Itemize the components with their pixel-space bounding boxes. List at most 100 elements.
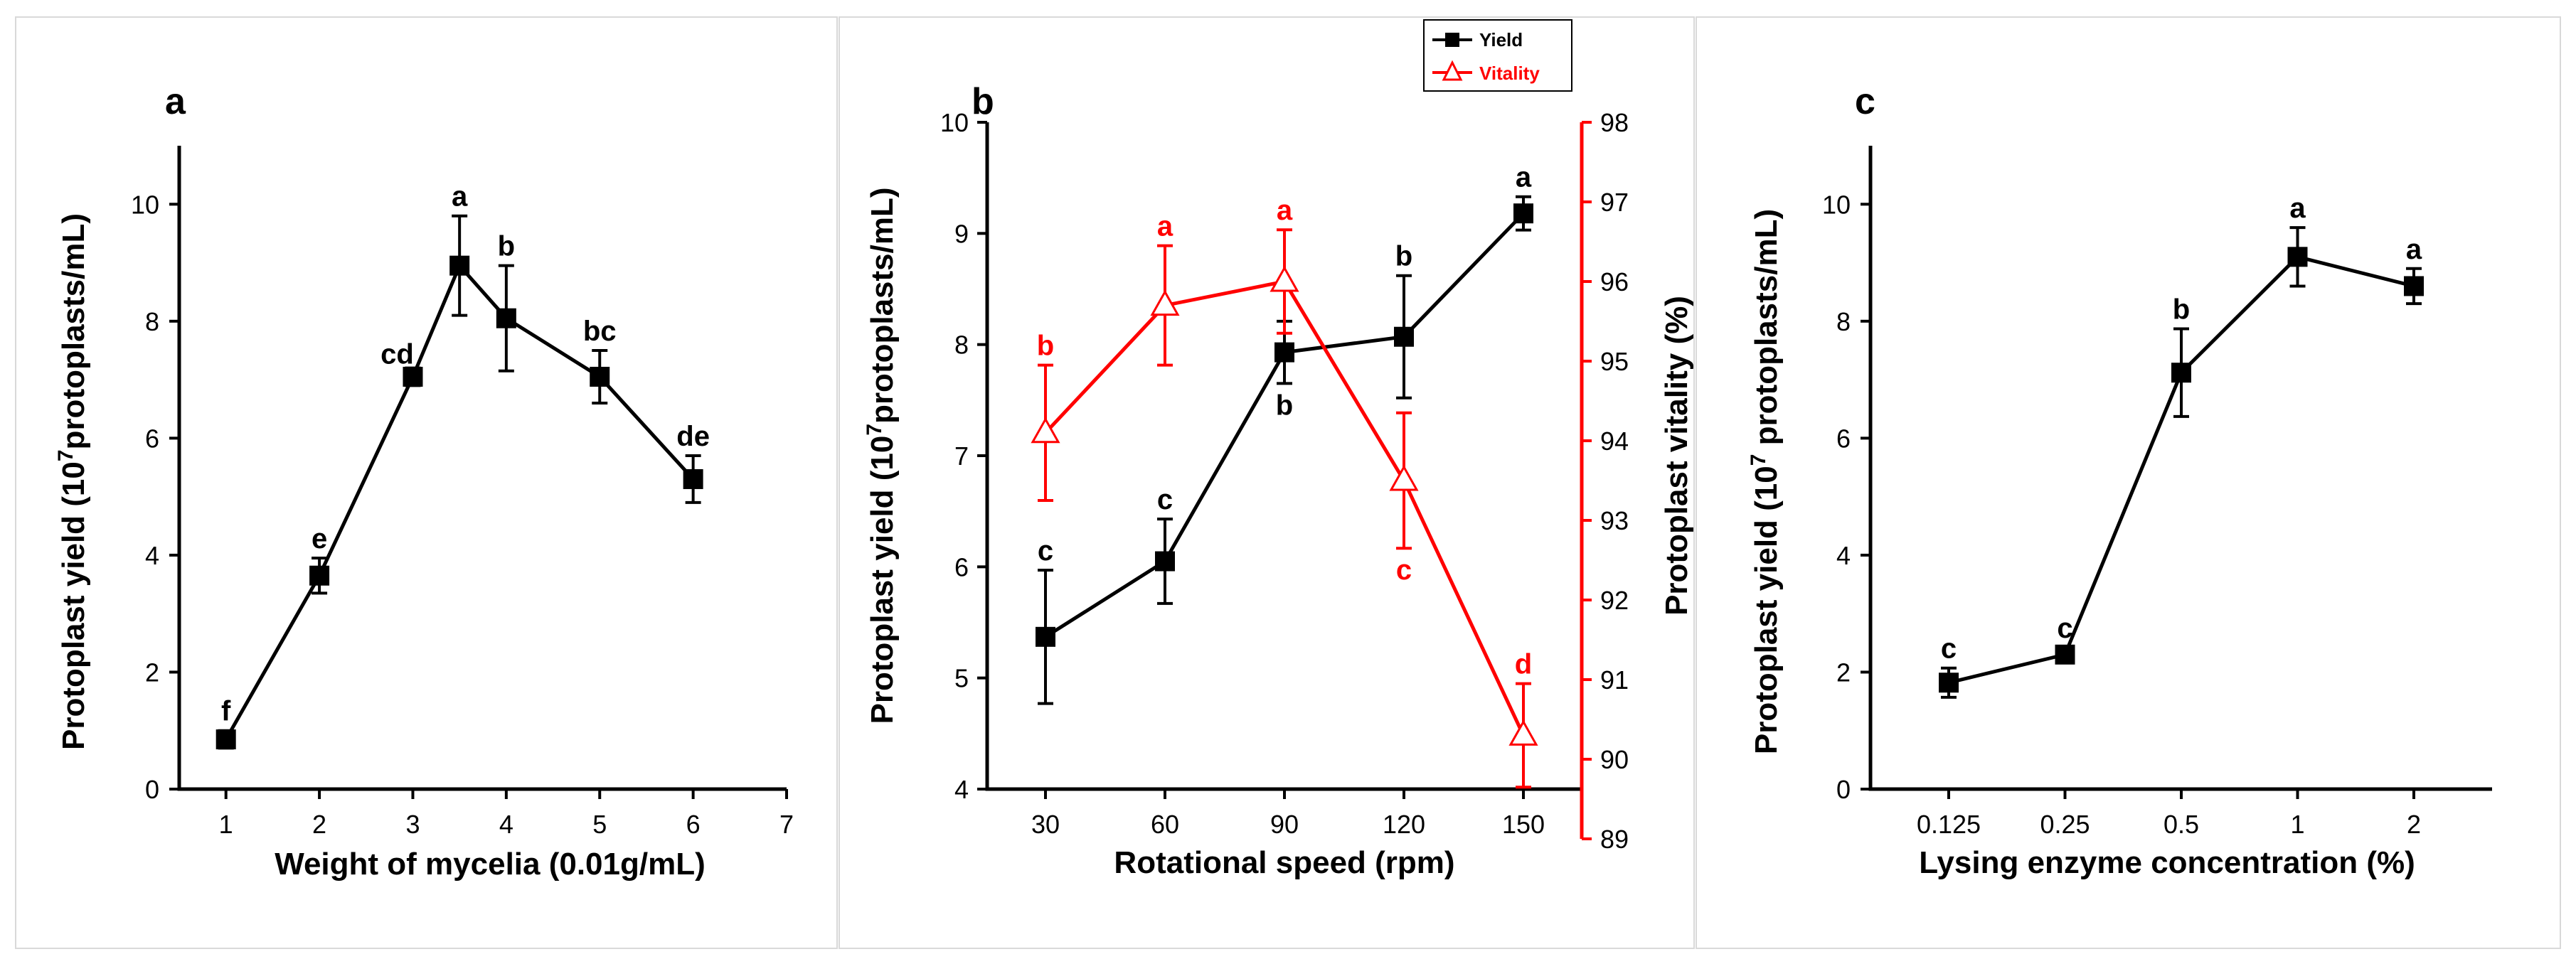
panel-a-ytick-label-0: 0 bbox=[145, 775, 159, 804]
panel-b-vitality-point-1 bbox=[1031, 417, 1060, 444]
panel-a-yield-point-7 bbox=[683, 468, 703, 489]
panel-a-yield-line bbox=[224, 262, 695, 741]
panel-c-yield-sig-label-2: c bbox=[2057, 613, 2072, 644]
panel-a-ylabel-exponent: 7 bbox=[54, 449, 78, 461]
panel-b-vitality-sig-label-1: b bbox=[1037, 331, 1054, 362]
panel-c-ylabel-main: Protoplast yield (10 bbox=[1749, 466, 1784, 754]
panel-b-vitality-point-4 bbox=[1389, 464, 1419, 491]
panel-b-y2tick-label-94: 94 bbox=[1600, 427, 1629, 456]
panel-c-yield-sig-label-1: c bbox=[1941, 633, 1957, 665]
panel-b-ytick-label-4: 4 bbox=[954, 775, 969, 804]
panel-a-yield-point-3 bbox=[403, 366, 423, 387]
panel-b-ylabel-unit: protoplasts/mL) bbox=[865, 187, 900, 423]
panel-a-xtick-label-3: 3 bbox=[405, 810, 420, 839]
panel-b-y2tick-label-90: 90 bbox=[1600, 745, 1629, 774]
panel-b-yield-sig-label-2: c bbox=[1157, 484, 1173, 515]
panel-b-frame bbox=[839, 16, 1695, 949]
panel-b-vitality-sig-label-4: c bbox=[1396, 554, 1412, 586]
panel-b-y2tick-label-95: 95 bbox=[1600, 347, 1629, 376]
panel-a-frame bbox=[15, 16, 838, 949]
panel-b-legend: Yield Vitality bbox=[1423, 19, 1572, 92]
panel-a-xtick-label-2: 2 bbox=[312, 810, 326, 839]
panel-b-xtick-label-120: 120 bbox=[1383, 810, 1425, 839]
panel-a-yield-sig-label-2: e bbox=[312, 523, 327, 554]
panel-b-yield-sig-label-1: c bbox=[1038, 535, 1053, 567]
panel-b-vitality-sig-label-5: d bbox=[1515, 649, 1532, 680]
panel-b-ytick-label-8: 8 bbox=[954, 331, 969, 360]
panel-b-vitality-point-5 bbox=[1508, 719, 1538, 746]
panel-b-vitality-point-2 bbox=[1150, 289, 1180, 316]
panel-b-vitality-point-3 bbox=[1270, 265, 1299, 292]
panel-b-vitality-sig-label-3: a bbox=[1277, 195, 1293, 226]
panel-a-ylabel: Protoplast yield (107protoplasts/mL) bbox=[54, 213, 92, 750]
panel-b-ytick-label-9: 9 bbox=[954, 219, 969, 248]
panel-a-ytick-label-6: 6 bbox=[145, 424, 159, 453]
panel-c-ytick-label-8: 8 bbox=[1836, 307, 1851, 336]
panel-a-xtick-label-4: 4 bbox=[499, 810, 513, 839]
panel-b-yield-point-1 bbox=[1036, 626, 1055, 647]
panel-b-ylabel-exponent: 7 bbox=[863, 424, 886, 436]
panel-a-yield-sig-label-7: de bbox=[676, 421, 710, 452]
panel-b-y2tick-label-89: 89 bbox=[1600, 825, 1629, 854]
panel-c-yield-point-1 bbox=[1939, 673, 1959, 693]
panel-b-y2label: Protoplast vitality (%) bbox=[1659, 296, 1694, 616]
panel-b-y2tick-label-93: 93 bbox=[1600, 506, 1629, 535]
panel-a-yield-sig-label-5: b bbox=[498, 231, 515, 262]
panel-a-yield-sig-label-3: cd bbox=[380, 339, 414, 370]
panel-b-ytick-label-7: 7 bbox=[954, 441, 969, 471]
panel-c-ytick-label-2: 2 bbox=[1836, 658, 1851, 687]
panel-b-ylabel-main: Protoplast yield (10 bbox=[865, 436, 900, 724]
panel-c-yield-point-3 bbox=[2171, 363, 2191, 383]
panel-b-yield-sig-label-3: b bbox=[1276, 390, 1293, 421]
panel-b-y2tick-label-96: 96 bbox=[1600, 267, 1629, 296]
panel-c-axes bbox=[1868, 146, 2492, 791]
panel-c-yield-sig-label-3: b bbox=[2173, 294, 2190, 326]
panel-a-ytick-label-2: 2 bbox=[145, 658, 159, 687]
panel-a-axes bbox=[177, 146, 787, 791]
panel-b-legend-vitality-marker bbox=[1442, 60, 1463, 81]
panel-b-y2tick-label-91: 91 bbox=[1600, 665, 1629, 695]
panel-c-yield-point-4 bbox=[2287, 247, 2308, 267]
panel-b-xlabel: Rotational speed (rpm) bbox=[1114, 845, 1454, 880]
panel-b-legend-yield-label: Yield bbox=[1479, 29, 1523, 50]
panel-c-yield-point-5 bbox=[2404, 276, 2424, 296]
panel-a-yield-point-1 bbox=[215, 729, 236, 750]
panel-b-vitality-sig-label-2: a bbox=[1157, 211, 1173, 242]
panel-a-xtick-label-7: 7 bbox=[779, 810, 794, 839]
panel-b-ylabel: Protoplast yield (107protoplasts/mL) bbox=[863, 187, 900, 724]
panel-a-yield-point-4 bbox=[449, 255, 470, 276]
panel-a-yield-sig-label-1: f bbox=[221, 696, 231, 727]
panel-c-ytick-label-10: 10 bbox=[1822, 190, 1851, 219]
panel-c: c 0 2 4 6 8 10 0.125 0.25 0.5 1 2 Lysing enzyme conc… bbox=[1747, 81, 2492, 880]
panel-a-yield-sig-label-4: a bbox=[452, 181, 468, 213]
panel-b-yield-point-5 bbox=[1513, 203, 1533, 224]
panel-a-xtick-label-5: 5 bbox=[592, 810, 607, 839]
panel-c-ylabel-unit: protoplasts/mL) bbox=[1749, 209, 1784, 454]
panel-b-yield-sig-label-4: b bbox=[1395, 241, 1412, 272]
panel-a-ylabel-unit: protoplasts/mL) bbox=[56, 213, 91, 449]
panel-b-y2tick-label-97: 97 bbox=[1600, 188, 1629, 217]
panel-b-xtick-label-150: 150 bbox=[1502, 810, 1545, 839]
panel-b-legend-vitality-label: Vitality bbox=[1479, 63, 1540, 84]
panel-b-legend-yield-marker bbox=[1445, 33, 1459, 47]
panel-b-xtick-label-30: 30 bbox=[1031, 810, 1060, 839]
panel-c-xtick-label-0.25: 0.25 bbox=[2040, 810, 2090, 839]
panel-c-frame bbox=[1696, 16, 2561, 949]
panel-a-yield-point-5 bbox=[496, 308, 516, 328]
panel-a-ytick-label-8: 8 bbox=[145, 307, 159, 336]
panel-b-ytick-label-10: 10 bbox=[940, 108, 969, 137]
panel-b-xtick-label-90: 90 bbox=[1270, 810, 1299, 839]
panel-a-letter: a bbox=[165, 81, 186, 122]
panel-a-ytick-label-4: 4 bbox=[145, 541, 159, 570]
panel-c-ylabel: Protoplast yield (107 protoplasts/mL) bbox=[1747, 209, 1784, 754]
panel-c-xtick-label-2: 2 bbox=[2407, 810, 2421, 839]
panel-b-ytick-label-5: 5 bbox=[954, 664, 969, 693]
panel-a-ytick-label-10: 10 bbox=[131, 190, 159, 219]
panel-a-xlabel: Weight of mycelia (0.01g/mL) bbox=[275, 847, 706, 882]
panel-c-ylabel-exponent: 7 bbox=[1747, 454, 1770, 466]
panel-b-y2tick-label-98: 98 bbox=[1600, 108, 1629, 137]
panel-c-xtick-label-0.5: 0.5 bbox=[2163, 810, 2199, 839]
